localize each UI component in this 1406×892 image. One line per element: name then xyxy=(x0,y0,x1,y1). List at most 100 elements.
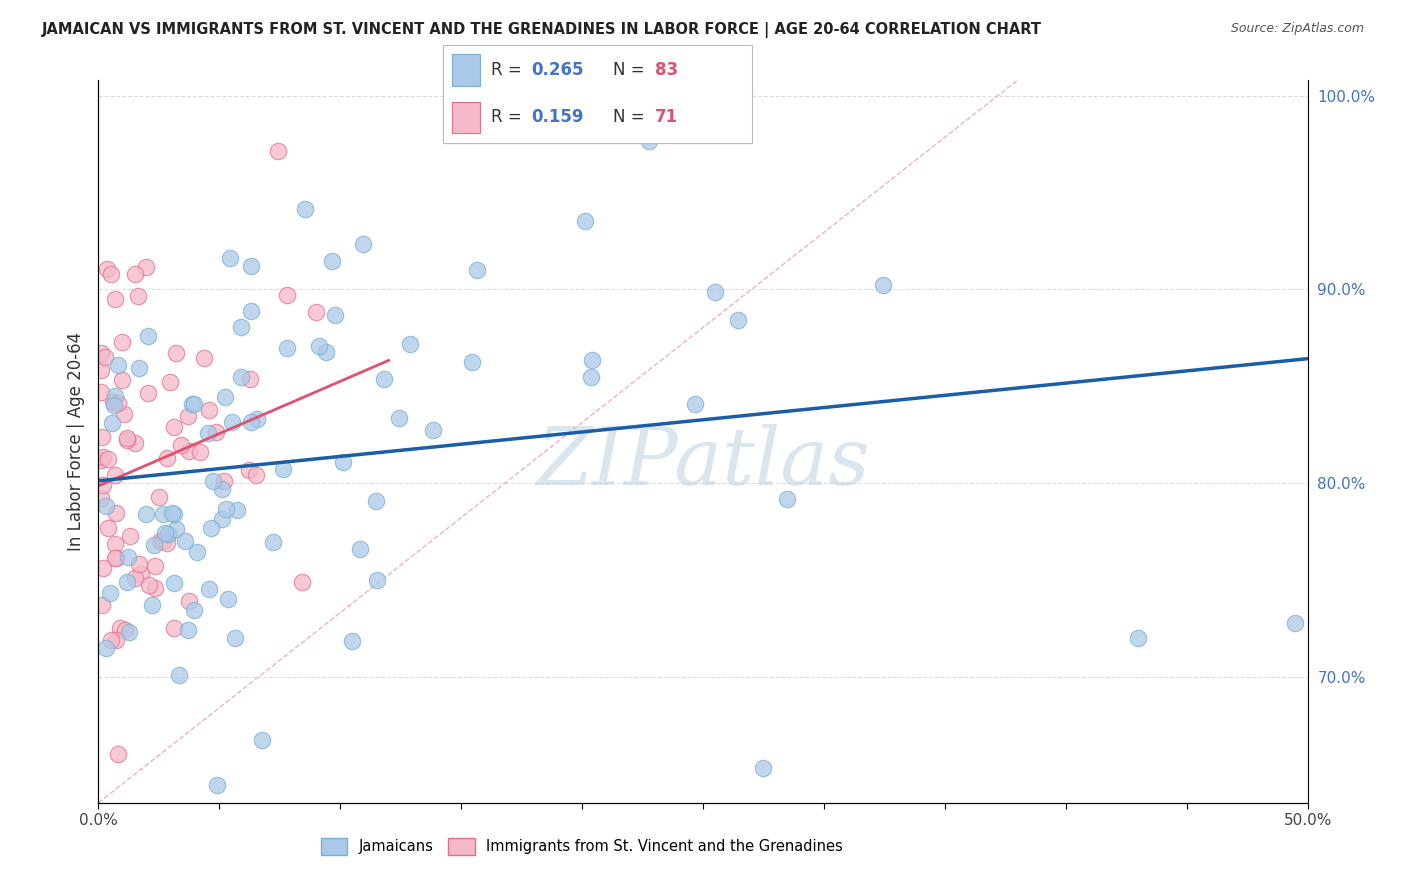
Point xyxy=(181,397,204,411)
Point xyxy=(136,329,159,343)
Text: R =: R = xyxy=(491,62,527,79)
Point xyxy=(574,214,596,228)
Point xyxy=(211,512,233,526)
Point xyxy=(332,455,354,469)
Point xyxy=(111,372,134,386)
Point xyxy=(193,351,215,365)
Point xyxy=(246,412,269,426)
Point xyxy=(135,508,157,522)
Point xyxy=(308,339,330,353)
Point xyxy=(104,551,127,566)
Point xyxy=(90,453,112,467)
Point xyxy=(291,574,314,589)
Point xyxy=(212,475,235,489)
Point xyxy=(581,353,603,368)
Point xyxy=(240,259,263,273)
Point xyxy=(183,397,205,411)
Text: 0.159: 0.159 xyxy=(531,108,583,126)
Point xyxy=(98,585,121,599)
Point xyxy=(159,375,181,389)
Text: R =: R = xyxy=(491,108,527,126)
Point xyxy=(91,598,114,612)
Point xyxy=(1128,631,1150,645)
Point xyxy=(117,549,139,564)
Text: N =: N = xyxy=(613,62,650,79)
Point xyxy=(107,396,129,410)
Point xyxy=(398,337,420,351)
Point xyxy=(118,625,141,640)
Point xyxy=(160,506,183,520)
Point xyxy=(142,538,165,552)
Point xyxy=(238,463,260,477)
Point xyxy=(128,557,150,571)
Point xyxy=(205,425,228,439)
Point xyxy=(349,542,371,557)
Point xyxy=(177,443,200,458)
Point xyxy=(352,236,374,251)
Point xyxy=(211,482,233,496)
Point xyxy=(198,403,221,417)
Point xyxy=(321,254,343,268)
Text: JAMAICAN VS IMMIGRANTS FROM ST. VINCENT AND THE GRENADINES IN LABOR FORCE | AGE : JAMAICAN VS IMMIGRANTS FROM ST. VINCENT … xyxy=(42,22,1042,38)
Point xyxy=(217,591,239,606)
Point xyxy=(94,499,117,513)
Point xyxy=(305,305,328,319)
Point xyxy=(276,288,298,302)
Point xyxy=(214,390,236,404)
Point xyxy=(200,521,222,535)
Point xyxy=(465,262,488,277)
Point xyxy=(201,474,224,488)
Point xyxy=(703,285,725,300)
Point xyxy=(124,267,146,281)
Point xyxy=(683,397,706,411)
Point xyxy=(108,621,131,635)
Point xyxy=(153,525,176,540)
Point xyxy=(179,594,201,608)
Point xyxy=(90,345,112,359)
Text: 71: 71 xyxy=(655,108,678,126)
Point xyxy=(143,582,166,596)
Point xyxy=(127,289,149,303)
Point xyxy=(323,308,346,322)
Point xyxy=(114,623,136,637)
Point xyxy=(388,411,411,425)
Point xyxy=(231,319,253,334)
FancyBboxPatch shape xyxy=(443,45,752,143)
Point xyxy=(183,603,205,617)
Point xyxy=(94,641,117,656)
Text: 83: 83 xyxy=(655,62,678,79)
Point xyxy=(90,385,112,400)
Point xyxy=(149,533,172,548)
Point xyxy=(104,537,127,551)
Point xyxy=(97,452,120,467)
Point xyxy=(136,385,159,400)
Point xyxy=(103,397,125,411)
Point xyxy=(422,423,444,437)
Point xyxy=(475,79,498,94)
Point xyxy=(186,544,208,558)
Point xyxy=(872,278,894,293)
Point xyxy=(103,395,125,409)
Point xyxy=(100,633,122,648)
Point xyxy=(294,202,316,216)
Point xyxy=(157,527,180,541)
Text: Source: ZipAtlas.com: Source: ZipAtlas.com xyxy=(1230,22,1364,36)
Point xyxy=(107,747,129,762)
Point xyxy=(197,582,219,596)
Point xyxy=(342,634,364,648)
Point xyxy=(170,437,193,451)
Point xyxy=(752,761,775,775)
Point xyxy=(276,341,298,355)
Bar xyxy=(453,54,479,86)
Point xyxy=(105,551,128,566)
Point xyxy=(115,433,138,447)
Point xyxy=(141,598,163,612)
Point xyxy=(727,313,749,327)
Point xyxy=(221,415,243,429)
Point xyxy=(90,491,112,506)
Point xyxy=(315,345,337,359)
Point xyxy=(101,416,124,430)
Point xyxy=(461,355,484,369)
Point xyxy=(117,431,139,445)
Point xyxy=(239,415,262,429)
